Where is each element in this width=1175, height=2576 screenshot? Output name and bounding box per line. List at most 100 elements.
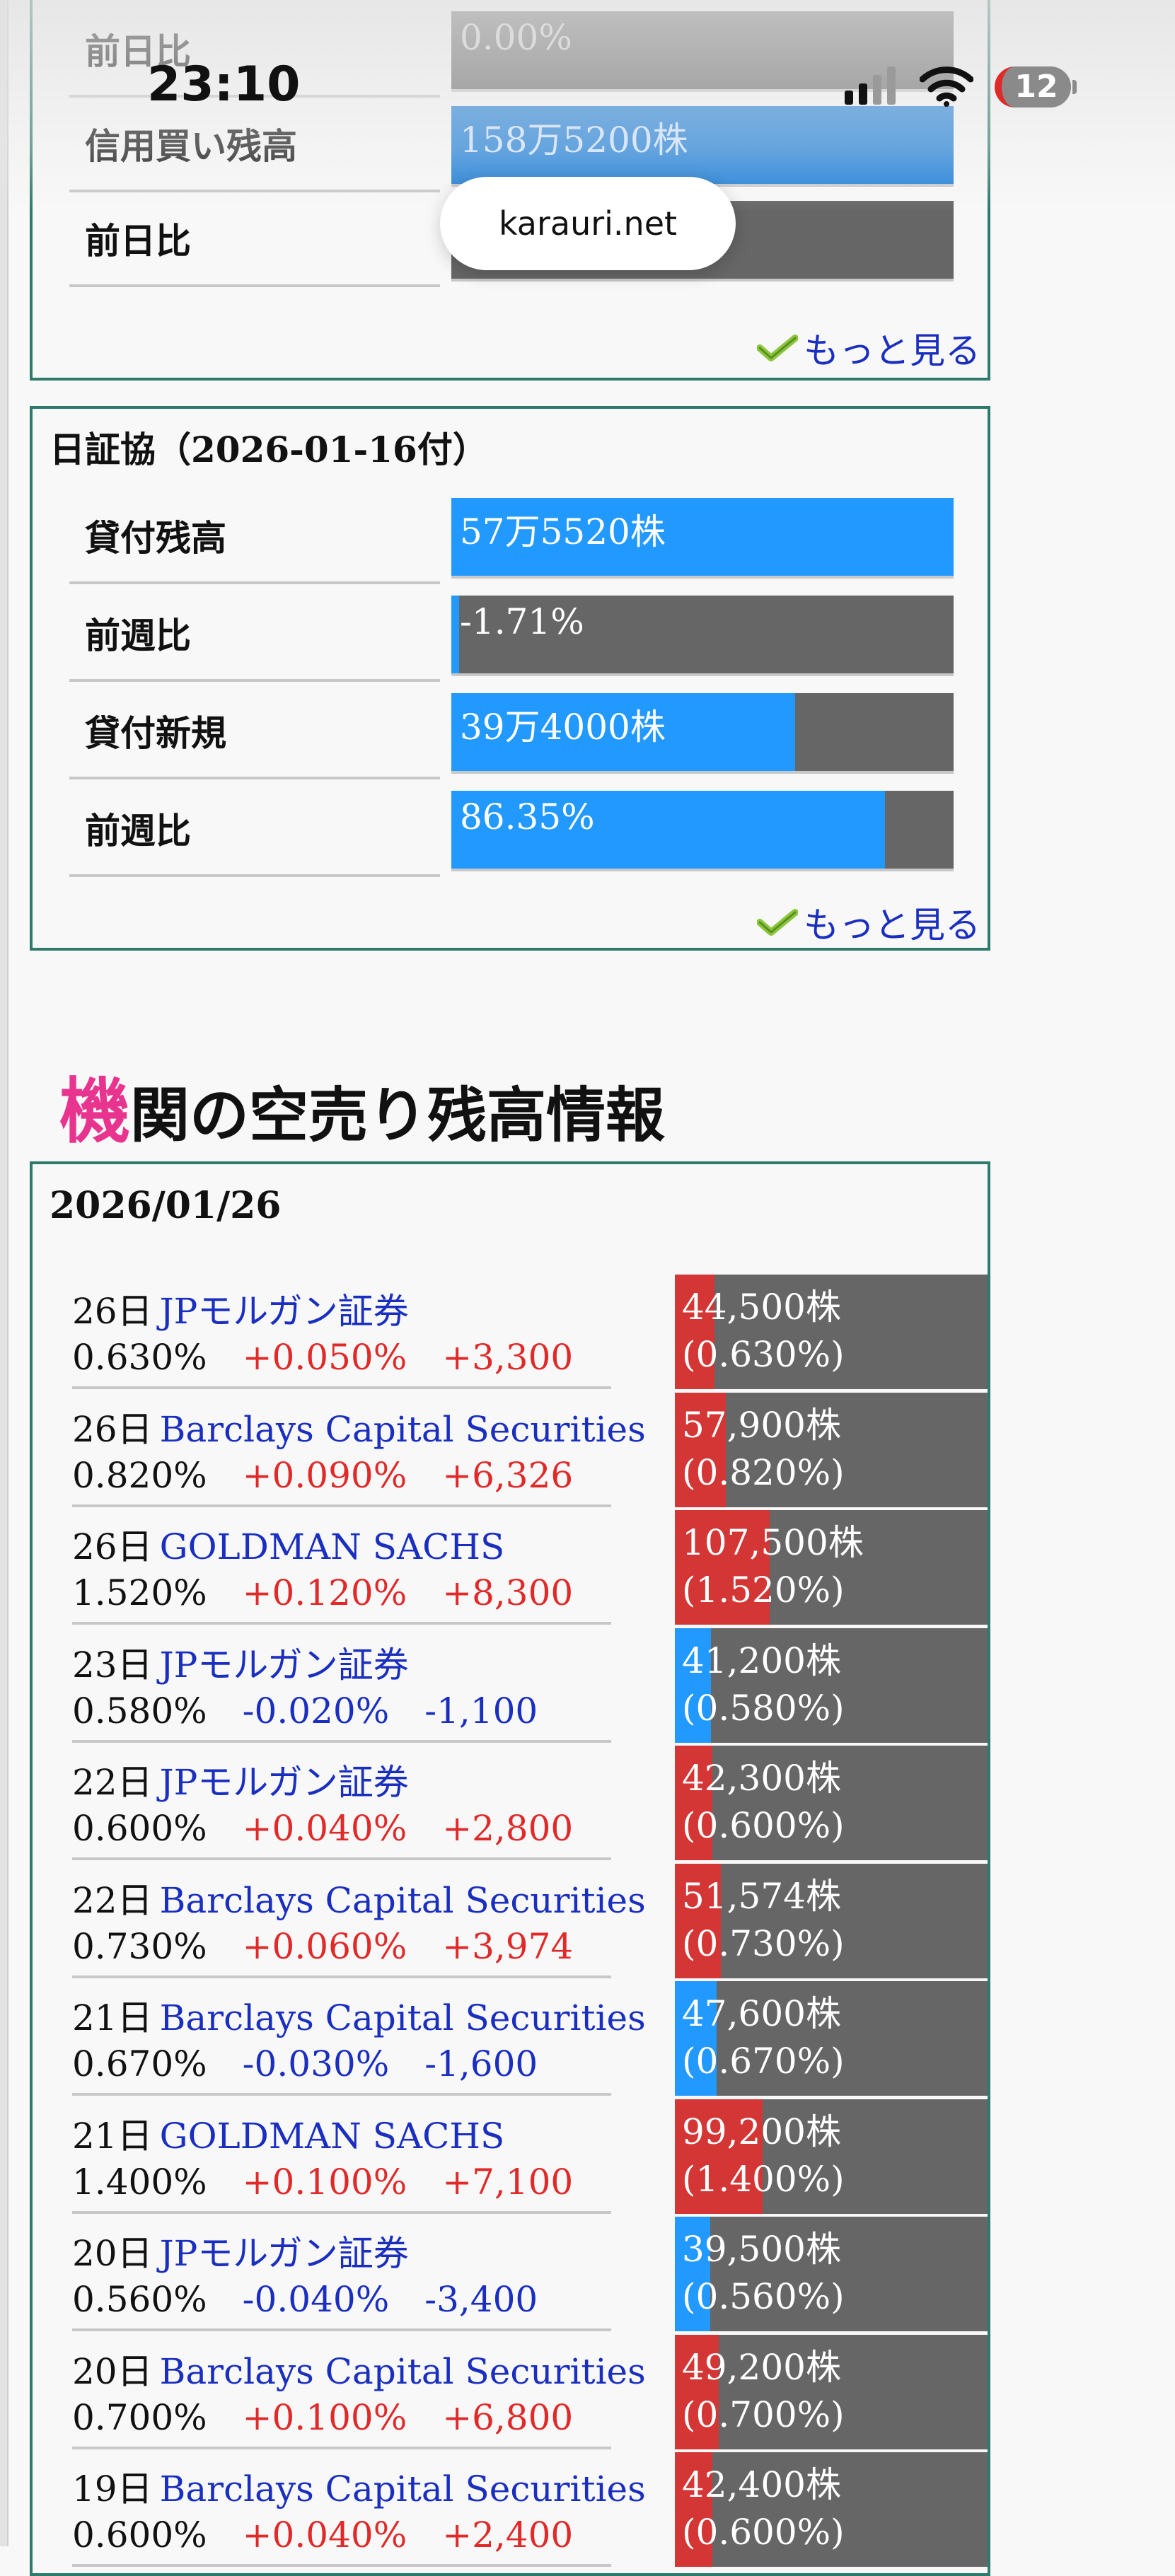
change-percent: +0.100%	[242, 2162, 407, 2203]
jsf-row-label: 前週比	[69, 785, 440, 877]
more-link[interactable]: もっと見る	[757, 323, 980, 373]
firm-link[interactable]: JPモルガン証券	[159, 2233, 409, 2274]
institution-row: 22日 JPモルガン証券 0.600% +0.040% +2,800 42,300株 (0.…	[72, 1746, 992, 1863]
firm-link[interactable]: Barclays Capital Securities	[159, 1997, 646, 2038]
jsf-lending-box: 日証協（2026-01-16付） 貸付残高 57万5520株 前週比 -1.71…	[30, 406, 990, 951]
position-bar-fill	[675, 1981, 717, 2096]
position-bar: 42,300株 (0.600%)	[675, 1746, 988, 1860]
institution-text: 23日 JPモルガン証券 0.580% -0.020% -1,100	[72, 1628, 611, 1743]
report-day: 23日	[72, 1644, 153, 1686]
institution-text: 21日 Barclays Capital Securities 0.670% -0.0…	[72, 1981, 646, 2096]
change-quantity: +2,400	[442, 2514, 574, 2555]
change-quantity: -1,100	[424, 1690, 538, 1731]
change-percent: +0.060%	[242, 1926, 407, 1967]
position-bar-fill	[675, 1510, 770, 1625]
institution-text: 19日 Barclays Capital Securities 0.600% +0.0…	[72, 2452, 646, 2567]
section-heading: 機関の空売り残高情報	[59, 1054, 665, 1156]
change-percent: -0.030%	[242, 2043, 390, 2084]
change-percent: -0.020%	[242, 1690, 390, 1731]
institution-row: 20日 Barclays Capital Securities 0.700% +0.1…	[72, 2335, 992, 2452]
margin-row-value: 0.00%	[460, 17, 572, 58]
firm-link[interactable]: Barclays Capital Securities	[159, 2468, 646, 2510]
jsf-row-bar: 57万5520株	[451, 498, 954, 576]
wifi-icon	[920, 66, 973, 107]
position-bar: 41,200株 (0.580%)	[675, 1628, 988, 1743]
firm-link[interactable]: GOLDMAN SACHS	[159, 2116, 505, 2157]
institution-line2: 0.820% +0.090% +6,326	[72, 1455, 573, 1496]
institution-row: 26日 JPモルガン証券 0.630% +0.050% +3,300 44,500株 (0.…	[72, 1275, 992, 1392]
report-day: 22日	[72, 1880, 153, 1921]
position-quantity: 42,300株	[682, 1758, 841, 1799]
jsf-row: 前週比 86.35%	[69, 785, 956, 880]
firm-link[interactable]: Barclays Capital Securities	[159, 1880, 646, 1921]
institution-line2: 1.520% +0.120% +8,300	[72, 1572, 573, 1613]
short-ratio: 1.400%	[72, 2162, 207, 2203]
change-quantity: +7,100	[442, 2162, 574, 2203]
position-ratio: (1.520%)	[682, 1570, 845, 1611]
position-bar-fill	[675, 2099, 763, 2214]
institution-text: 21日 GOLDMAN SACHS 1.400% +0.100% +7,100	[72, 2099, 611, 2214]
change-quantity: +6,800	[442, 2397, 574, 2438]
institution-line1: 23日 JPモルガン証券	[72, 1637, 409, 1688]
institution-row: 26日 GOLDMAN SACHS 1.520% +0.120% +8,300 107,5…	[72, 1510, 992, 1628]
jsf-row-value: 39万4000株	[460, 707, 666, 748]
status-time: 23:10	[147, 57, 301, 112]
position-bar: 99,200株 (1.400%)	[675, 2099, 988, 2214]
position-bar-fill	[675, 1393, 727, 1507]
institution-line1: 26日 GOLDMAN SACHS	[72, 1519, 504, 1570]
institution-text: 22日 Barclays Capital Securities 0.730% +0.0…	[72, 1864, 646, 1978]
position-ratio: (0.700%)	[682, 2394, 845, 2435]
institution-text: 22日 JPモルガン証券 0.600% +0.040% +2,800	[72, 1746, 611, 1860]
firm-link[interactable]: Barclays Capital Securities	[159, 1409, 646, 1450]
short-ratio: 0.580%	[72, 1690, 207, 1731]
firm-link[interactable]: JPモルガン証券	[159, 1762, 409, 1803]
jsf-row-fill	[451, 498, 954, 576]
institution-line1: 20日 JPモルガン証券	[72, 2225, 409, 2276]
institution-line2: 0.730% +0.060% +3,974	[72, 1926, 573, 1967]
report-day: 26日	[72, 1409, 153, 1450]
position-bar: 39,500株 (0.560%)	[675, 2217, 988, 2331]
jsf-row-label: 前週比	[69, 590, 440, 682]
jsf-row-bar: 39万4000株	[451, 693, 954, 771]
change-quantity: +2,800	[442, 1808, 574, 1849]
short-ratio: 0.730%	[72, 1926, 207, 1967]
change-quantity: +8,300	[442, 1572, 574, 1613]
short-ratio: 0.560%	[72, 2279, 207, 2320]
more-link-label: もっと見る	[804, 905, 980, 946]
report-day: 22日	[72, 1762, 153, 1803]
position-bar-fill	[675, 1746, 713, 1860]
firm-link[interactable]: JPモルガン証券	[159, 1644, 409, 1686]
position-ratio: (1.400%)	[682, 2159, 845, 2200]
change-quantity: -1,600	[424, 2043, 538, 2084]
report-day: 21日	[72, 1997, 153, 2038]
institution-row: 19日 Barclays Capital Securities 0.600% +0.0…	[72, 2452, 992, 2570]
report-day: 20日	[72, 2351, 153, 2392]
jsf-row-label: 貸付残高	[69, 492, 440, 584]
more-link[interactable]: もっと見る	[757, 897, 980, 948]
institution-line2: 0.700% +0.100% +6,800	[72, 2397, 573, 2438]
institution-line1: 26日 Barclays Capital Securities	[72, 1401, 646, 1452]
position-ratio: (0.600%)	[682, 1805, 845, 1846]
position-bar: 42,400株 (0.600%)	[675, 2452, 988, 2567]
change-quantity: -3,400	[424, 2279, 538, 2320]
position-quantity: 99,200株	[682, 2111, 841, 2152]
institution-row: 21日 Barclays Capital Securities 0.670% -0.0…	[72, 1981, 992, 2099]
firm-link[interactable]: GOLDMAN SACHS	[159, 1526, 505, 1567]
battery-nub	[1072, 80, 1077, 94]
url-bar[interactable]: karauri.net	[440, 177, 736, 270]
jsf-row-bar: -1.71%	[451, 596, 954, 673]
firm-link[interactable]: Barclays Capital Securities	[159, 2351, 646, 2392]
jsf-row: 前週比 -1.71%	[69, 590, 956, 685]
institution-line1: 21日 GOLDMAN SACHS	[72, 2108, 504, 2159]
position-quantity: 107,500株	[682, 1522, 864, 1563]
box-title: 日証協（2026-01-16付）	[50, 429, 488, 470]
firm-link[interactable]: JPモルガン証券	[159, 1291, 409, 1332]
position-bar-fill	[675, 1275, 714, 1389]
position-bar: 44,500株 (0.630%)	[675, 1275, 988, 1389]
more-link-label: もっと見る	[804, 330, 980, 371]
position-ratio: (0.630%)	[682, 1334, 845, 1375]
margin-row-label: 信用買い残高	[69, 100, 440, 192]
jsf-row-fill	[451, 596, 459, 673]
institution-row: 26日 Barclays Capital Securities 0.820% +0.0…	[72, 1393, 992, 1510]
change-quantity: +3,300	[442, 1337, 574, 1378]
